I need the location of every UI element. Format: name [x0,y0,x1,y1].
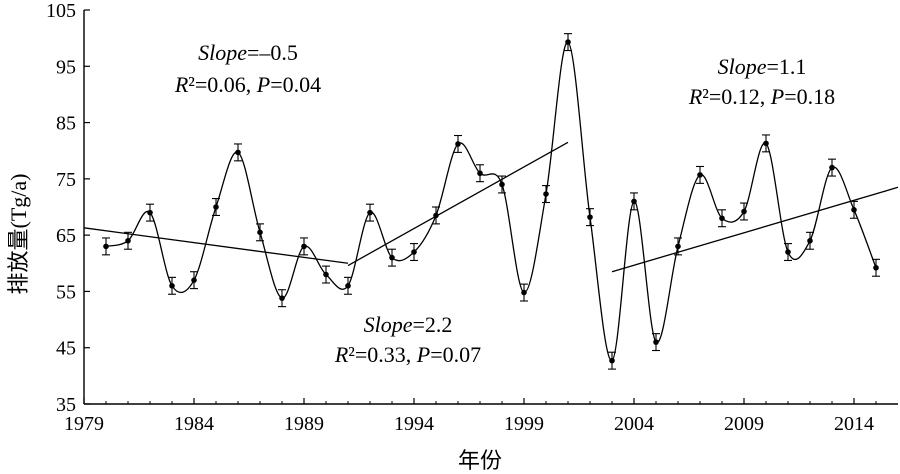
data-point [103,243,109,250]
annotation-text: =0.07 [430,342,481,367]
annotation-text: R [688,84,703,109]
data-point [411,249,417,255]
data-point [851,207,857,213]
data-point [499,181,505,188]
trend-line [83,227,349,264]
stat-annotation: Slope=2.2 R²=0.33, P=0.07 [334,312,481,367]
data-point [719,215,725,222]
y-tick-label: 35 [56,394,76,416]
data-point [521,289,527,296]
data-point [367,209,373,216]
annotation-text: R [174,72,189,97]
tick-labels: 1979 1984 1989 1994 1999 2004 2009 2014 35 45 55 65… [46,0,874,435]
data-point [455,141,461,147]
annotation-text: R [334,342,349,367]
data-point [763,140,769,147]
x-tick-label: 1979 [64,413,104,435]
data-point [565,39,571,45]
annotation-text: ²=0.06, [188,72,257,97]
data-point [631,198,637,205]
y-tick-label: 105 [46,0,76,22]
data-point [433,212,439,219]
annotation-text: Slope [718,54,767,79]
annotation-line1: Slope=1.1 [718,54,807,79]
data-point [235,149,241,156]
data-point [345,283,351,289]
x-tick-label: 2009 [724,413,764,435]
annotation-text: P [416,342,430,367]
data-point [301,243,307,250]
x-tick-label: 1984 [174,413,214,435]
x-tick-label: 1989 [284,413,324,435]
data-point [257,229,263,236]
data-point [829,164,835,171]
annotation-text: =2.2 [412,312,452,337]
y-tick-label: 75 [56,169,76,191]
y-tick-label: 45 [56,338,76,360]
data-point [653,339,659,345]
annotation-text: ²=0.12, [702,84,771,109]
x-tick-label: 1999 [504,413,544,435]
annotation-line2: R²=0.33, P=0.07 [334,342,481,367]
annotation-text: P [770,84,784,109]
annotation-line1: Slope=2.2 [364,312,453,337]
data-point [169,283,175,289]
axes [83,9,898,405]
stat-annotation: Slope=1.1 R²=0.12, P=0.18 [688,54,835,109]
trendlines [83,141,899,273]
annotation-text: =0.18 [784,84,835,109]
annotation-line2: R²=0.06, P=0.04 [174,72,321,97]
annotations: Slope=–0.5R²=0.06, P=0.04Slope=2.2R²=0.3… [174,40,835,367]
data-point [609,357,615,364]
annotation-text: Slope [198,40,247,65]
annotation-text: Slope [364,312,413,337]
data-point [807,237,813,244]
data-point [873,264,879,271]
y-tick-label: 55 [56,281,76,303]
x-tick-label: 2004 [614,413,654,435]
trend-line [611,186,899,273]
data-point [125,237,131,244]
data-point [191,277,197,283]
y-tick-label: 95 [56,56,76,78]
data-point [587,214,593,220]
annotation-text: =0.04 [270,72,321,97]
data-point [675,243,681,250]
stat-annotation: Slope=–0.5 R²=0.06, P=0.04 [174,40,321,97]
y-tick-label: 65 [56,225,76,247]
data-point [543,191,549,197]
y-axis-title: 排放量(Tg/a) [6,174,31,295]
data-points [103,39,879,364]
annotation-text: ²=0.33, [348,342,417,367]
data-point [477,170,483,177]
annotation-text: =–0.5 [247,40,298,65]
annotation-text: P [256,72,270,97]
data-point [741,208,747,215]
data-point [147,209,153,216]
x-axis-title: 年份 [458,448,502,473]
data-point [697,172,703,178]
data-point [279,295,285,301]
trend-line [347,141,569,267]
data-point [389,254,395,261]
data-point [213,204,219,210]
data-point [323,271,329,278]
annotation-line2: R²=0.12, P=0.18 [688,84,835,109]
y-tick-label: 85 [56,113,76,135]
annotation-text: =1.1 [766,54,806,79]
x-tick-label: 2014 [834,413,874,435]
data-point [785,249,791,255]
x-tick-label: 1994 [394,413,434,435]
annotation-line1: Slope=–0.5 [198,40,298,65]
